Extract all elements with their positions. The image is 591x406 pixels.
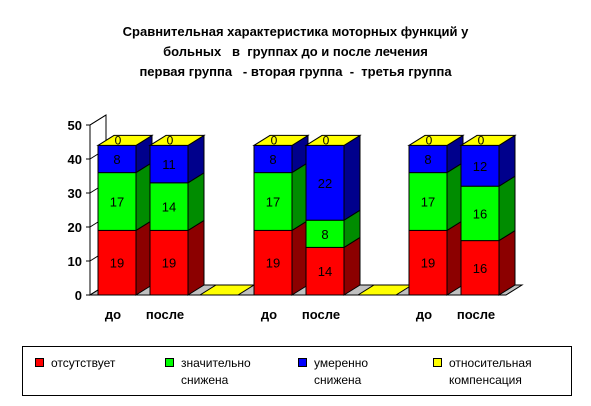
bar-top [407,134,465,146]
bar-segment [460,185,500,242]
data-label: 14 [318,264,332,279]
bar-segment [253,229,293,296]
data-label: 0 [323,133,330,147]
bar-segment [460,240,500,296]
data-label: 0 [167,133,174,147]
bar-top [96,134,154,146]
y-tick-label: 30 [68,186,82,201]
data-label: 8 [269,152,276,167]
chart-title-line: Сравнительная характеристика моторных фу… [122,24,469,39]
data-label: 0 [426,133,433,147]
bar-top [148,134,206,146]
bar-top [459,134,517,146]
x-tick-label: до [416,307,432,322]
y-tick-label: 50 [68,118,82,133]
legend-label: отсутствует [51,356,116,370]
bar-segment-side [187,219,205,296]
data-label: 8 [113,152,120,167]
bar-segment [253,172,293,231]
bar-top [304,134,362,146]
legend-swatch [298,358,307,367]
data-label: 19 [110,256,124,271]
legend-label: значительно снижена [181,356,251,387]
x-tick-label: до [105,307,121,322]
data-label: 0 [478,133,485,147]
bar-top [252,134,310,146]
bar-segment [149,229,189,296]
legend-swatch [433,358,442,367]
y-tick-diagonal [89,114,107,126]
y-tick-label: 0 [75,288,82,303]
data-label: 19 [162,256,176,271]
legend-swatch [35,358,44,367]
bar-segment [97,172,137,231]
legend-label: относительная компенсация [449,356,532,387]
bar-segment [460,144,500,187]
legend-label: умеренно снижена [314,356,369,387]
chart-title-line: первая группа - вторая группа - третья г… [139,64,452,79]
chart-title-line: больных в группах до и после лечения [163,44,428,59]
bar-segment-side [498,229,516,296]
data-label: 19 [421,256,435,271]
data-label: 0 [115,133,122,147]
bar-segment [149,144,189,184]
y-tick-label: 40 [68,152,82,167]
bar-segment [408,229,448,296]
bar-segment-side [343,134,361,222]
data-label: 19 [266,256,280,271]
y-tick-label: 20 [68,220,82,235]
data-label: 22 [318,176,332,191]
data-label: 16 [473,206,487,221]
bar-segment-side [498,175,516,242]
data-label: 17 [110,195,124,210]
legend-swatch [165,358,174,367]
x-tick-label: после [302,307,340,322]
y-tick-label: 10 [68,254,82,269]
data-label: 14 [162,200,176,215]
data-label: 8 [424,152,431,167]
chart-title: Сравнительная характеристика моторных фу… [0,22,591,82]
x-tick-label: до [261,307,277,322]
data-label: 17 [421,195,435,210]
x-tick-label: после [146,307,184,322]
data-label: 17 [266,195,280,210]
x-tick-label: после [457,307,495,322]
data-label: 12 [473,159,487,174]
data-label: 8 [321,227,328,242]
legend: отсутствует значительно снижена умеренно… [22,346,572,396]
data-label: 16 [473,261,487,276]
data-label: 0 [271,133,278,147]
data-label: 11 [162,157,176,172]
